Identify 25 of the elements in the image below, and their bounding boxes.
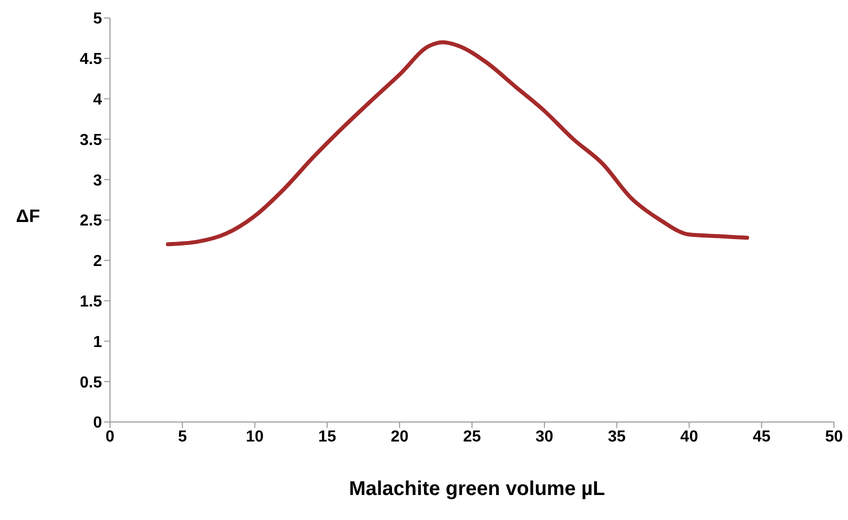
x-tick-label: 0 bbox=[106, 428, 115, 446]
x-tick-label: 5 bbox=[178, 428, 187, 446]
y-tick-label: 3 bbox=[93, 172, 102, 190]
y-tick-label: 1 bbox=[93, 334, 102, 351]
x-tick-label: 45 bbox=[752, 428, 771, 446]
x-axis-title: Malachite green volume µL bbox=[348, 478, 606, 501]
y-tick-label: 0.5 bbox=[80, 374, 102, 392]
x-tick-label: 15 bbox=[318, 428, 336, 446]
y-tick-label: 2 bbox=[93, 253, 102, 270]
y-axis-title: ΔF bbox=[16, 206, 40, 227]
x-tick-label: 20 bbox=[390, 428, 409, 446]
y-tick-label: 4.5 bbox=[80, 51, 102, 68]
y-tick-label: 5 bbox=[93, 10, 102, 28]
y-tick-label: 4 bbox=[93, 91, 102, 108]
y-tick-label: 1.5 bbox=[80, 293, 102, 310]
x-tick-label: 10 bbox=[246, 428, 264, 446]
y-tick-label: 3.5 bbox=[80, 132, 102, 149]
x-tick-label: 30 bbox=[536, 428, 554, 446]
line-series bbox=[166, 40, 750, 246]
x-tick-label: 25 bbox=[463, 428, 481, 446]
x-tick-label: 50 bbox=[825, 428, 843, 446]
x-tick-label: 35 bbox=[608, 428, 626, 446]
x-tick-label: 40 bbox=[680, 428, 698, 446]
y-tick-label: 0 bbox=[93, 414, 102, 432]
y-tick-label: 2.5 bbox=[80, 212, 102, 230]
